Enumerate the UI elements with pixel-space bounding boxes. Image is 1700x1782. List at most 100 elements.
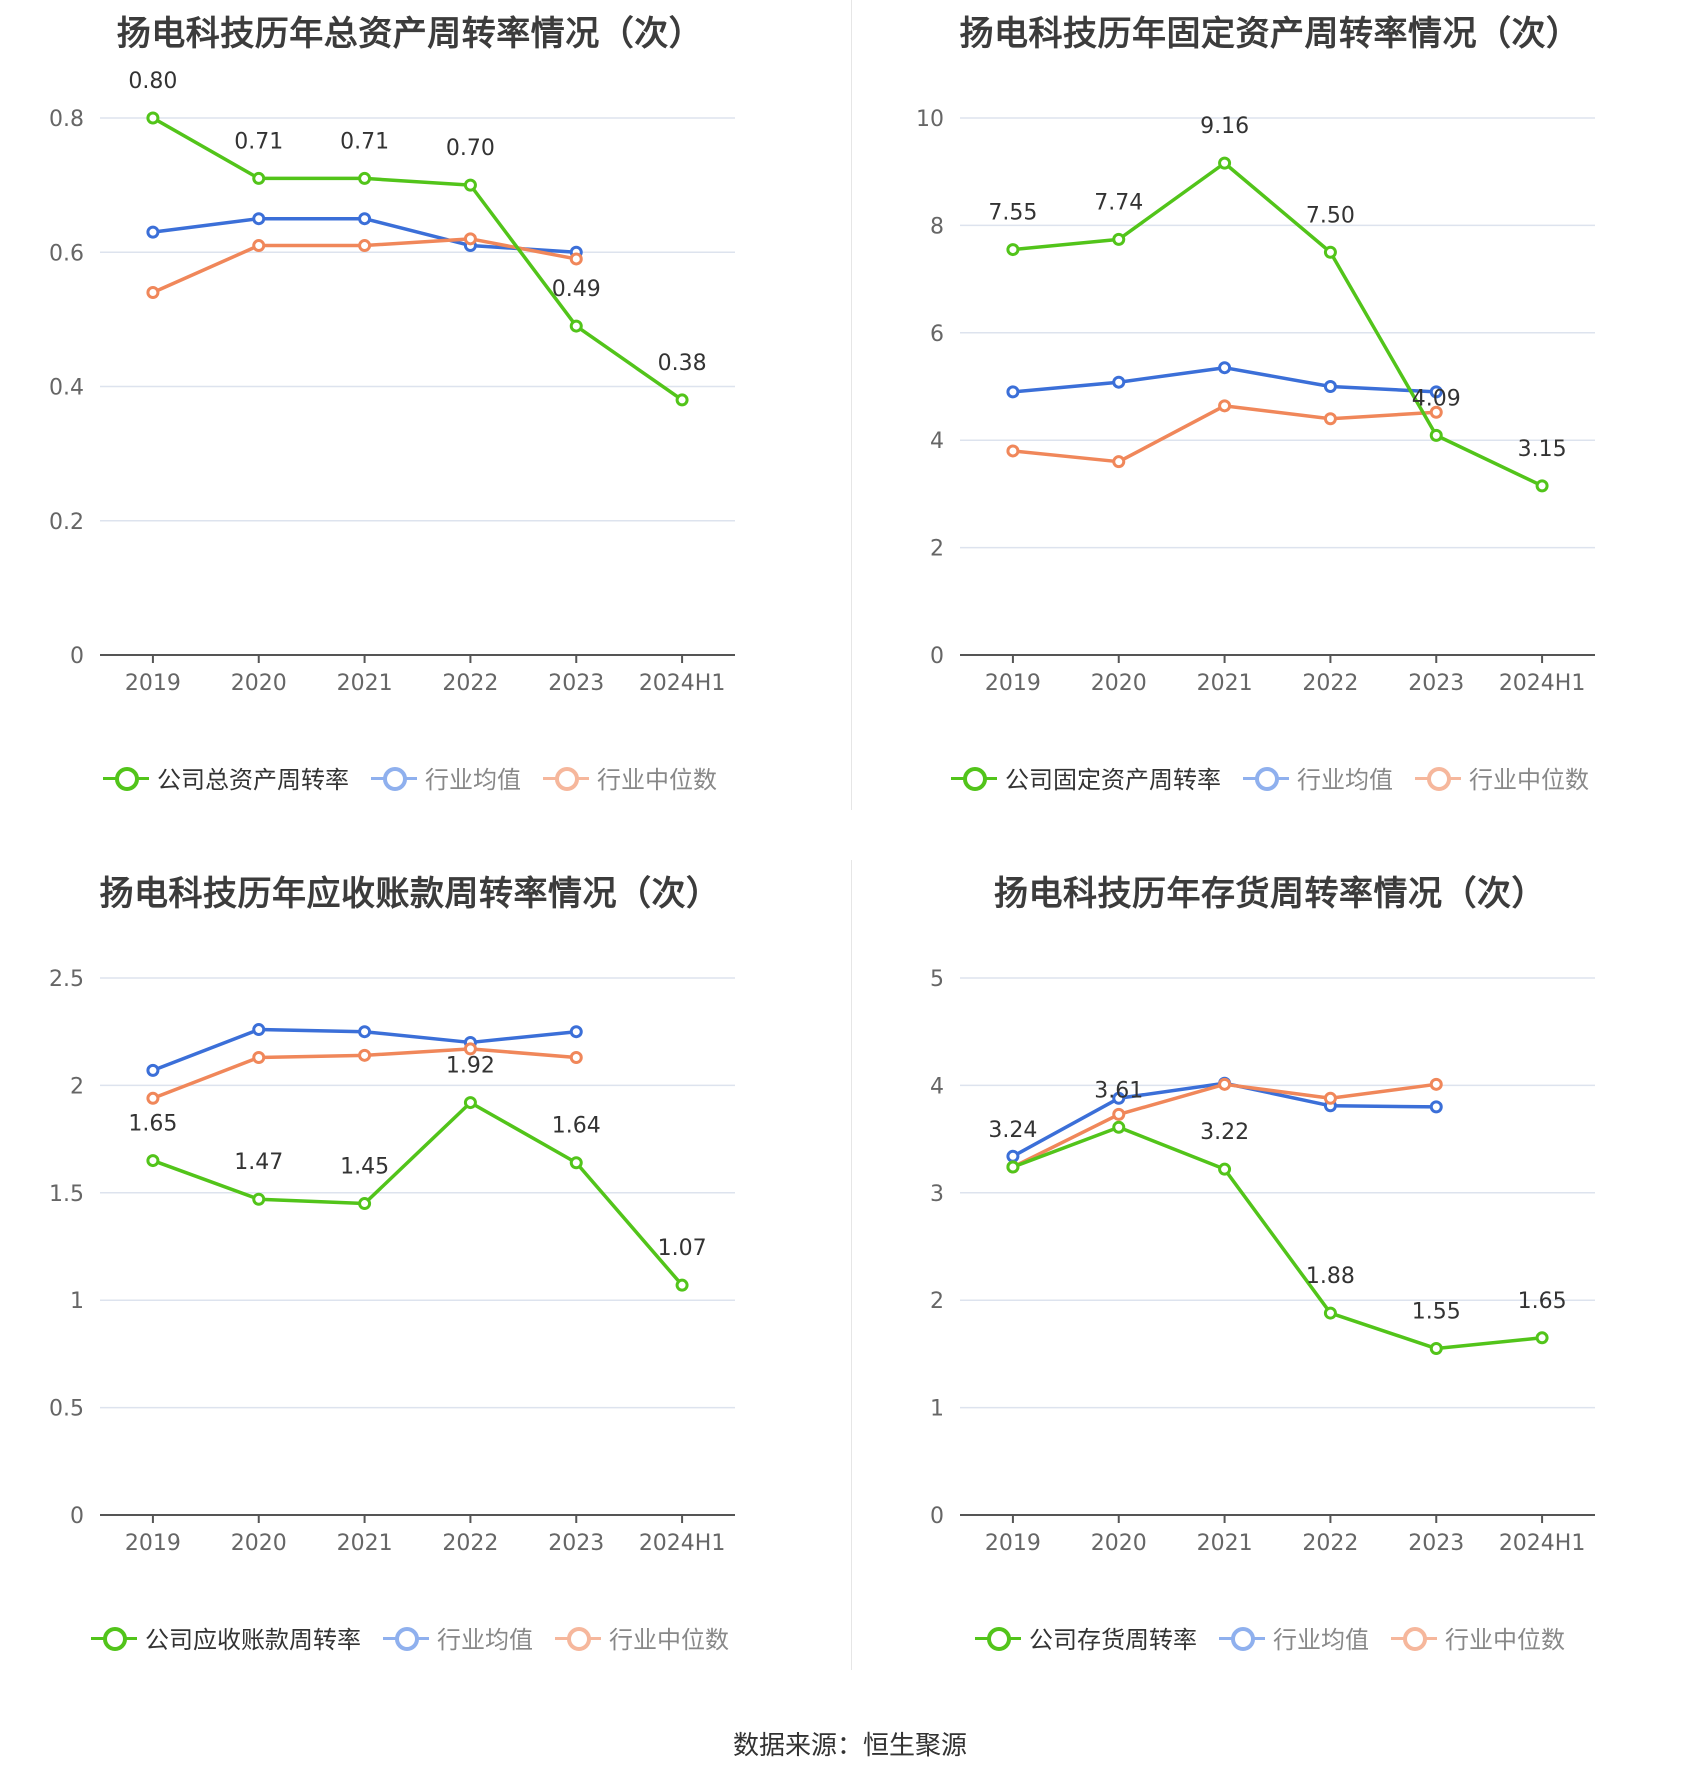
legend-label: 行业均值 — [437, 1626, 533, 1654]
chart-title: 扬电科技历年总资产周转率情况（次） — [116, 14, 704, 54]
data-point[interactable] — [1429, 1100, 1443, 1114]
data-label: 3.22 — [1200, 1120, 1249, 1145]
data-point[interactable] — [1006, 385, 1020, 399]
legend-marker-icon — [1219, 1625, 1265, 1651]
data-point[interactable] — [1323, 380, 1337, 393]
chart-inventory-turnover: 扬电科技历年存货周转率情况（次） 0 1 2 3 4 5 2019 2020 2021 2022 2… — [860, 860, 1700, 1720]
y-tick-label: 0 — [930, 1504, 944, 1529]
divider-top — [851, 0, 852, 810]
data-point[interactable] — [463, 1096, 477, 1110]
legend-item[interactable]: 行业均值 — [1219, 1620, 1369, 1655]
data-point[interactable] — [1006, 1160, 1020, 1174]
legend-item[interactable]: 公司存货周转率 — [975, 1620, 1197, 1655]
data-point[interactable] — [252, 1192, 266, 1206]
data-point[interactable] — [146, 1154, 160, 1168]
data-label: 9.16 — [1200, 114, 1249, 139]
legend-item[interactable]: 行业中位数 — [555, 1620, 729, 1655]
y-tick-label: 0 — [70, 644, 84, 669]
data-point[interactable] — [463, 1042, 477, 1056]
legend-marker-icon — [1415, 765, 1461, 791]
data-point[interactable] — [1429, 1342, 1443, 1356]
legend-item[interactable]: 行业均值 — [371, 760, 521, 795]
data-label: 3.15 — [1518, 437, 1567, 462]
x-tick-label: 2021 — [1197, 1531, 1253, 1556]
data-point[interactable] — [569, 1156, 583, 1170]
legend-item[interactable]: 公司应收账款周转率 — [91, 1620, 361, 1655]
data-point[interactable] — [146, 225, 160, 239]
data-point[interactable] — [1323, 245, 1337, 259]
x-tick-label: 2019 — [125, 671, 181, 696]
data-point[interactable] — [463, 178, 477, 192]
x-tick-label: 2020 — [231, 1531, 287, 1556]
data-point[interactable] — [1218, 361, 1232, 375]
data-point[interactable] — [1429, 385, 1443, 399]
x-tick-label: 2023 — [548, 671, 604, 696]
data-point[interactable] — [252, 239, 266, 253]
data-point[interactable] — [1323, 412, 1337, 426]
data-point[interactable] — [252, 171, 266, 185]
legend-label: 公司应收账款周转率 — [145, 1626, 361, 1654]
data-point[interactable] — [569, 252, 583, 266]
data-point[interactable] — [1112, 455, 1126, 469]
data-point[interactable] — [252, 212, 266, 226]
data-point[interactable] — [569, 1050, 583, 1064]
data-point[interactable] — [1218, 399, 1232, 413]
legend-label: 行业均值 — [1273, 1626, 1369, 1654]
series-line — [1012, 1125, 1543, 1351]
data-point[interactable] — [1218, 1162, 1232, 1176]
legend-item[interactable]: 公司总资产周转率 — [103, 760, 349, 795]
legend-item[interactable]: 行业均值 — [383, 1620, 533, 1655]
legend-item[interactable]: 行业中位数 — [543, 760, 717, 795]
data-point[interactable] — [146, 1063, 160, 1077]
data-label: 1.88 — [1306, 1264, 1355, 1289]
data-point[interactable] — [358, 239, 372, 253]
data-point[interactable] — [146, 286, 160, 300]
data-point[interactable] — [1218, 156, 1232, 170]
data-label: 0.80 — [128, 69, 177, 94]
data-point[interactable] — [358, 1025, 372, 1039]
data-point[interactable] — [569, 1025, 583, 1039]
data-point[interactable] — [1323, 1091, 1337, 1105]
data-point[interactable] — [146, 111, 160, 125]
data-point[interactable] — [1006, 243, 1020, 257]
data-point[interactable] — [1323, 1306, 1337, 1320]
legend-item[interactable]: 行业中位数 — [1415, 760, 1589, 795]
chart-legend: 公司固定资产周转率 行业均值 行业中位数 — [860, 760, 1680, 795]
legend-label: 行业中位数 — [609, 1626, 729, 1654]
legend-label: 行业均值 — [1297, 766, 1393, 794]
chart-legend: 公司应收账款周转率 行业均值 行业中位数 — [0, 1620, 820, 1655]
data-point[interactable] — [1218, 1077, 1232, 1091]
data-point[interactable] — [1112, 232, 1126, 246]
data-point[interactable] — [1535, 479, 1549, 493]
data-point[interactable] — [1112, 1120, 1126, 1134]
legend-label: 行业均值 — [425, 766, 521, 794]
data-point[interactable] — [252, 1023, 266, 1037]
y-tick-label: 2.5 — [49, 967, 84, 992]
data-label: 1.64 — [552, 1114, 601, 1139]
legend-item[interactable]: 行业均值 — [1243, 760, 1393, 795]
data-point[interactable] — [1006, 444, 1020, 458]
data-point[interactable] — [675, 1278, 689, 1292]
data-point[interactable] — [358, 1048, 372, 1062]
data-point[interactable] — [1429, 1077, 1443, 1091]
legend-item[interactable]: 公司固定资产周转率 — [951, 760, 1221, 795]
data-point[interactable] — [463, 232, 477, 246]
data-point[interactable] — [358, 171, 372, 185]
data-point[interactable] — [252, 1050, 266, 1064]
data-point[interactable] — [1006, 1149, 1020, 1163]
data-point[interactable] — [358, 1197, 372, 1211]
data-point[interactable] — [569, 319, 583, 333]
data-point[interactable] — [675, 393, 689, 407]
legend-item[interactable]: 行业中位数 — [1391, 1620, 1565, 1655]
data-point[interactable] — [1112, 375, 1126, 389]
data-point[interactable] — [358, 212, 372, 226]
data-point[interactable] — [1429, 405, 1443, 419]
data-point[interactable] — [1112, 1091, 1126, 1105]
data-point[interactable] — [1429, 428, 1443, 442]
data-point[interactable] — [1112, 1107, 1126, 1121]
x-tick-label: 2022 — [442, 671, 498, 696]
data-point[interactable] — [1535, 1331, 1549, 1345]
legend-marker-icon — [371, 765, 417, 791]
x-tick-label: 2021 — [337, 671, 393, 696]
data-point[interactable] — [146, 1091, 160, 1105]
